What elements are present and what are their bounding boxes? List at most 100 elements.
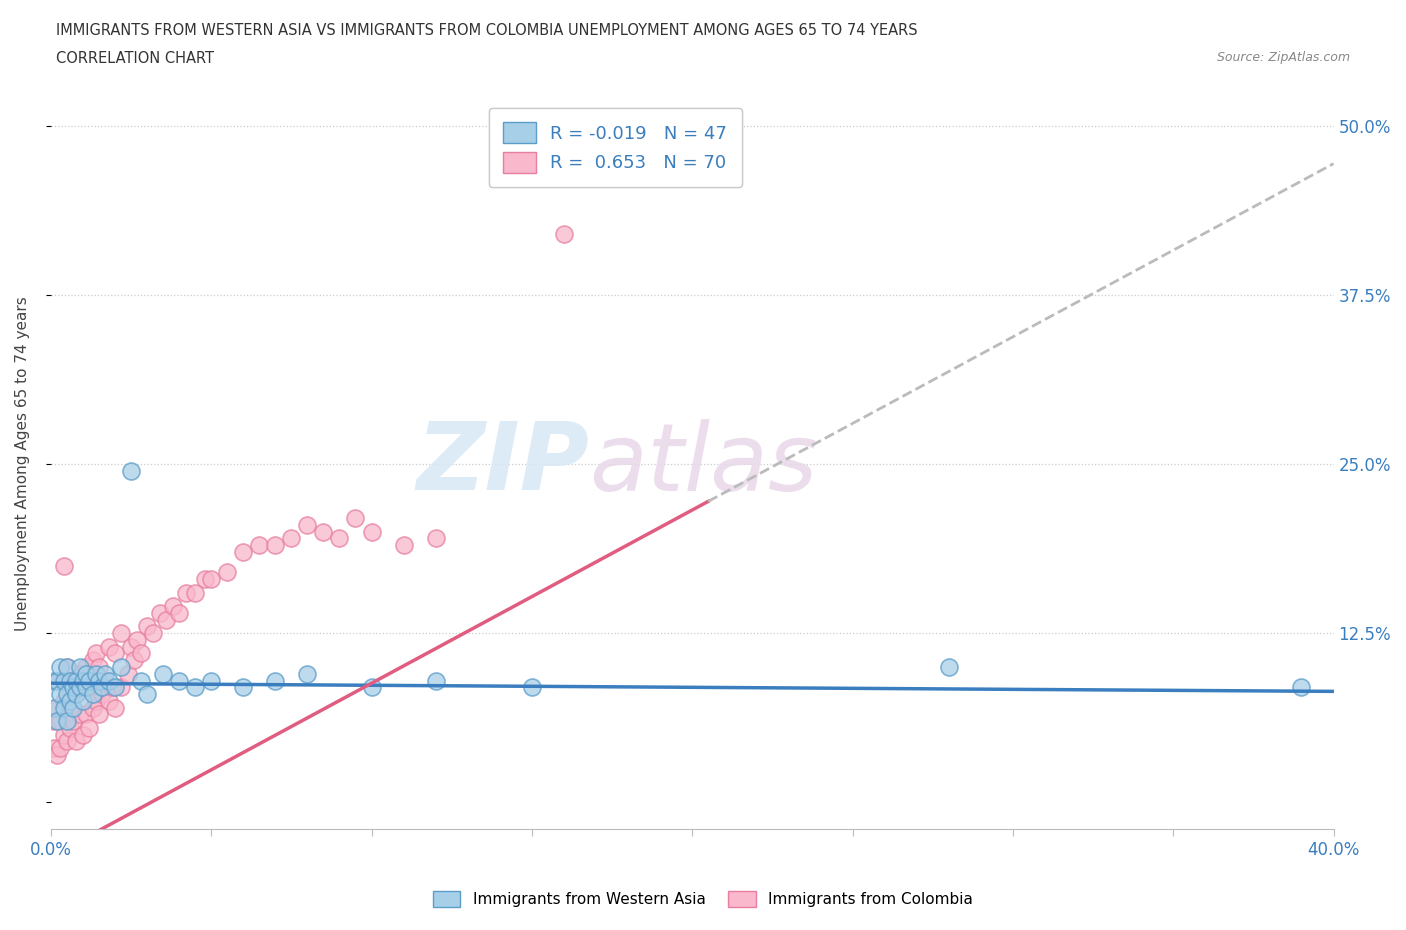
Point bbox=[110, 626, 132, 641]
Point bbox=[69, 666, 91, 681]
Point bbox=[155, 612, 177, 627]
Point bbox=[174, 585, 197, 600]
Point bbox=[84, 666, 107, 681]
Point bbox=[62, 680, 84, 695]
Point bbox=[69, 659, 91, 674]
Point bbox=[392, 538, 415, 552]
Point bbox=[91, 680, 114, 695]
Point bbox=[56, 659, 79, 674]
Point bbox=[938, 659, 960, 674]
Point bbox=[65, 734, 87, 749]
Text: ZIP: ZIP bbox=[416, 418, 589, 510]
Point bbox=[129, 646, 152, 661]
Point bbox=[56, 713, 79, 728]
Point bbox=[59, 721, 82, 736]
Point bbox=[94, 666, 117, 681]
Text: Source: ZipAtlas.com: Source: ZipAtlas.com bbox=[1216, 51, 1350, 64]
Point bbox=[110, 659, 132, 674]
Point bbox=[46, 700, 69, 715]
Point bbox=[62, 700, 84, 715]
Point bbox=[360, 525, 382, 539]
Point bbox=[52, 694, 75, 709]
Point bbox=[46, 673, 69, 688]
Point bbox=[149, 605, 172, 620]
Point bbox=[184, 680, 207, 695]
Point bbox=[97, 639, 120, 654]
Point bbox=[49, 741, 72, 756]
Point bbox=[264, 673, 287, 688]
Point bbox=[167, 605, 190, 620]
Y-axis label: Unemployment Among Ages 65 to 74 years: Unemployment Among Ages 65 to 74 years bbox=[15, 297, 30, 631]
Point bbox=[232, 680, 254, 695]
Point bbox=[65, 686, 87, 701]
Point bbox=[52, 727, 75, 742]
Point bbox=[264, 538, 287, 552]
Point bbox=[69, 680, 91, 695]
Point bbox=[120, 463, 142, 478]
Point bbox=[425, 531, 447, 546]
Point bbox=[194, 572, 217, 587]
Legend: R = -0.019   N = 47, R =  0.653   N = 70: R = -0.019 N = 47, R = 0.653 N = 70 bbox=[489, 108, 741, 187]
Point bbox=[100, 680, 122, 695]
Point bbox=[136, 619, 159, 634]
Point bbox=[79, 673, 101, 688]
Text: IMMIGRANTS FROM WESTERN ASIA VS IMMIGRANTS FROM COLOMBIA UNEMPLOYMENT AMONG AGES: IMMIGRANTS FROM WESTERN ASIA VS IMMIGRAN… bbox=[56, 23, 918, 38]
Point bbox=[82, 700, 104, 715]
Point bbox=[56, 700, 79, 715]
Point bbox=[122, 653, 145, 668]
Point bbox=[87, 673, 110, 688]
Point bbox=[65, 673, 87, 688]
Point bbox=[72, 673, 94, 688]
Point bbox=[297, 517, 319, 532]
Point bbox=[127, 632, 149, 647]
Point bbox=[104, 646, 127, 661]
Point bbox=[200, 673, 222, 688]
Point bbox=[104, 680, 127, 695]
Point bbox=[344, 511, 367, 525]
Point bbox=[62, 673, 84, 688]
Point bbox=[162, 599, 184, 614]
Point bbox=[69, 707, 91, 722]
Point bbox=[49, 659, 72, 674]
Point bbox=[59, 680, 82, 695]
Point bbox=[142, 626, 165, 641]
Point bbox=[52, 700, 75, 715]
Point bbox=[117, 666, 139, 681]
Point bbox=[94, 673, 117, 688]
Point bbox=[72, 727, 94, 742]
Point bbox=[167, 673, 190, 688]
Point bbox=[79, 673, 101, 688]
Point bbox=[247, 538, 270, 552]
Point bbox=[297, 666, 319, 681]
Point bbox=[75, 666, 97, 681]
Point bbox=[110, 680, 132, 695]
Legend: Immigrants from Western Asia, Immigrants from Colombia: Immigrants from Western Asia, Immigrants… bbox=[427, 884, 979, 913]
Point bbox=[42, 700, 65, 715]
Point bbox=[120, 639, 142, 654]
Point bbox=[104, 700, 127, 715]
Point bbox=[425, 673, 447, 688]
Point bbox=[42, 673, 65, 688]
Point bbox=[72, 694, 94, 709]
Point bbox=[62, 713, 84, 728]
Point bbox=[520, 680, 543, 695]
Point bbox=[87, 707, 110, 722]
Point bbox=[56, 734, 79, 749]
Point bbox=[49, 673, 72, 688]
Point bbox=[75, 680, 97, 695]
Point bbox=[42, 741, 65, 756]
Point bbox=[360, 680, 382, 695]
Point bbox=[97, 673, 120, 688]
Point bbox=[46, 713, 69, 728]
Point bbox=[136, 686, 159, 701]
Point bbox=[328, 531, 350, 546]
Point bbox=[312, 525, 335, 539]
Point bbox=[97, 694, 120, 709]
Point bbox=[56, 659, 79, 674]
Point bbox=[129, 673, 152, 688]
Point bbox=[49, 686, 72, 701]
Point bbox=[59, 673, 82, 688]
Point bbox=[75, 659, 97, 674]
Point bbox=[52, 558, 75, 573]
Point bbox=[152, 666, 174, 681]
